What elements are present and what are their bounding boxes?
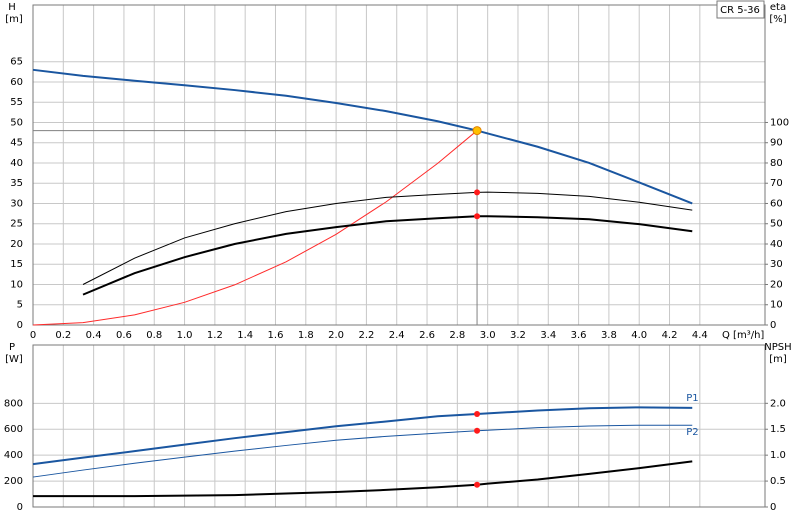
y-tick-label: 65 — [10, 57, 23, 68]
duty-point — [474, 410, 481, 417]
x-tick-label: 1.8 — [298, 330, 314, 341]
x-tick-label: 2.4 — [389, 330, 405, 341]
duty-point — [474, 213, 481, 220]
curve — [32, 424, 693, 478]
y-tick-label: 5 — [17, 300, 23, 311]
y-tick-label: 40 — [10, 158, 23, 169]
y-tick-label: 35 — [10, 178, 23, 189]
y-tick-label: 10 — [10, 279, 23, 290]
y2-tick-label: 50 — [770, 219, 783, 230]
curve — [32, 406, 693, 466]
y2-tick-label: 20 — [770, 279, 783, 290]
curve — [32, 68, 693, 205]
x-tick-label: 3.0 — [480, 330, 496, 341]
y-tick-label: 400 — [4, 450, 23, 461]
y2-tick-label: 0.5 — [770, 476, 786, 487]
chart-title: CR 5-36 — [720, 5, 760, 16]
x-tick-label: 0 — [30, 330, 36, 341]
x-tick-label: 2.8 — [449, 330, 465, 341]
y-tick-label: 50 — [10, 117, 23, 128]
duty-point — [474, 481, 481, 488]
curve — [82, 215, 693, 296]
curve — [32, 130, 478, 326]
y2-tick-label: 70 — [770, 178, 783, 189]
x-tick-label: 1.0 — [177, 330, 193, 341]
x-tick-label: 1.2 — [207, 330, 223, 341]
y-tick-label: 800 — [4, 398, 23, 409]
duty-point — [472, 126, 482, 136]
x-tick-label: 2.6 — [419, 330, 435, 341]
y-tick-label: 30 — [10, 198, 23, 209]
x-tick-label: 3.2 — [510, 330, 526, 341]
y-tick-label: 0 — [17, 320, 23, 331]
plot-frame — [32, 344, 766, 508]
y-axis-label: H — [8, 2, 16, 13]
y2-tick-label: 0 — [770, 320, 776, 331]
y2-axis-label: NPSH — [764, 342, 791, 353]
y-tick-label: 0 — [17, 502, 23, 513]
y2-tick-label: 60 — [770, 198, 783, 209]
y-tick-label: 200 — [4, 476, 23, 487]
x-tick-label: 0.4 — [86, 330, 102, 341]
y2-axis-unit: [%] — [769, 14, 786, 25]
x-tick-label: 4.0 — [631, 330, 647, 341]
y2-tick-label: 10 — [770, 300, 783, 311]
series-label: P1 — [686, 393, 698, 404]
y2-tick-label: 40 — [770, 239, 783, 250]
curve — [82, 191, 693, 285]
x-tick-label: 3.4 — [540, 330, 556, 341]
y-axis-unit: [W] — [5, 354, 23, 365]
y2-axis-unit: [m] — [769, 354, 787, 365]
y2-tick-label: 2.0 — [770, 398, 786, 409]
x-tick-label: 1.6 — [268, 330, 284, 341]
x-tick-label: 2.0 — [328, 330, 344, 341]
x-tick-label: 1.4 — [237, 330, 253, 341]
y2-tick-label: 100 — [770, 117, 789, 128]
duty-point — [474, 189, 481, 196]
title-box — [716, 0, 765, 19]
x-tick-label: 4.2 — [662, 330, 678, 341]
y2-tick-label: 80 — [770, 158, 783, 169]
x-tick-label: 4.4 — [692, 330, 708, 341]
y2-tick-label: 90 — [770, 138, 783, 149]
x-tick-label: 3.8 — [601, 330, 617, 341]
x-axis-label: Q [m³/h] — [722, 330, 764, 341]
duty-point — [474, 427, 481, 434]
y-axis-unit: [m] — [5, 14, 23, 25]
y-tick-label: 15 — [10, 259, 23, 270]
plot-frame — [32, 4, 766, 326]
y2-axis-label: eta — [770, 2, 786, 13]
x-tick-label: 2.2 — [358, 330, 374, 341]
curve — [33, 460, 693, 498]
series-label: P2 — [686, 427, 698, 438]
x-tick-label: 0.6 — [116, 330, 132, 341]
x-tick-label: 3.6 — [571, 330, 587, 341]
y-tick-label: 600 — [4, 424, 23, 435]
y-axis-label: P — [9, 342, 15, 353]
y-tick-label: 20 — [10, 239, 23, 250]
y2-tick-label: 1.5 — [770, 424, 786, 435]
y2-tick-label: 0 — [770, 502, 776, 513]
y2-tick-label: 1.0 — [770, 450, 786, 461]
y-tick-label: 25 — [10, 219, 23, 230]
y-tick-label: 55 — [10, 97, 23, 108]
y-tick-label: 45 — [10, 138, 23, 149]
x-tick-label: 0.8 — [146, 330, 162, 341]
y2-tick-label: 30 — [770, 259, 783, 270]
x-tick-label: 0.2 — [55, 330, 71, 341]
y-tick-label: 60 — [10, 77, 23, 88]
